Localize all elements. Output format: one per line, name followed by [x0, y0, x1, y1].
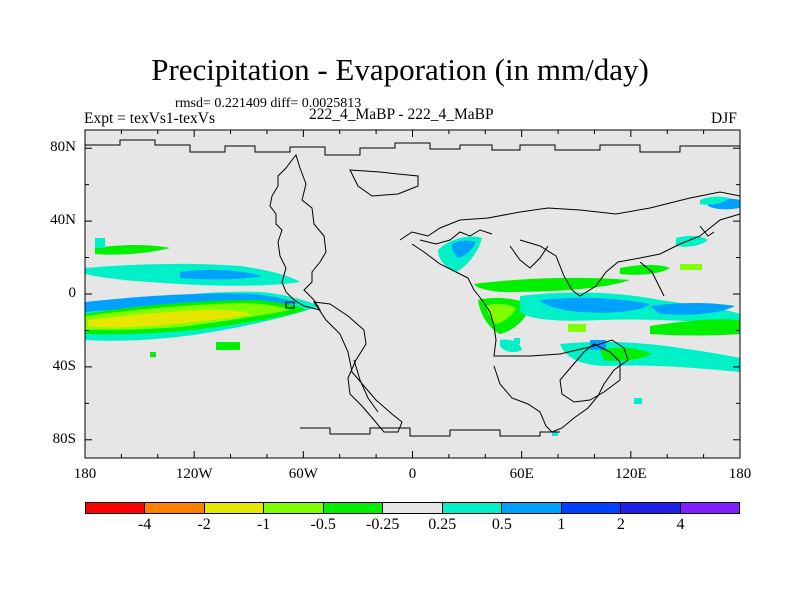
legend-label: -0.5: [310, 516, 336, 533]
mid-lat-pacific-green: [620, 265, 670, 275]
legend-swatch: [383, 503, 443, 513]
coastline-eurasia: [399, 191, 741, 241]
coastline-antarctica: [300, 427, 560, 437]
legend-label: 0.5: [491, 516, 512, 533]
coastline-south-america: [312, 301, 403, 433]
east-pacific-green: [216, 342, 240, 350]
maritime-lime: [568, 324, 586, 332]
legend-label: 4: [676, 516, 685, 533]
lon-tick-label: 60W: [288, 466, 318, 482]
ant-cyan-2: [634, 398, 642, 404]
axis-ticks: [84, 130, 741, 458]
coastline-japan: [699, 225, 715, 237]
coastline-pacific-island: [285, 301, 295, 309]
map-background: [85, 130, 740, 458]
sahel-blue: [452, 240, 476, 258]
coastlines: [85, 139, 741, 437]
equatorial-indian-blue: [540, 297, 650, 313]
coastline-greenland: [349, 169, 419, 197]
lon-tick-label: 180: [73, 466, 97, 482]
coastline-southeast-asia: [639, 261, 665, 297]
lat-tick-label: 40N: [50, 212, 76, 229]
pacific-band-yellow: [88, 310, 250, 328]
legend-label: -2: [197, 516, 211, 533]
east-pacific-tropical-lime: [680, 264, 702, 270]
south-pacific-dot: [150, 352, 156, 357]
legend-swatch: [621, 503, 681, 513]
atlantic-cyan-small: [514, 338, 520, 344]
lat-tick-label: 80S: [52, 430, 76, 447]
color-legend: [85, 502, 740, 514]
legend-swatch: [86, 503, 146, 513]
lon-tick-label: 60E: [509, 466, 534, 482]
coastline-india: [519, 213, 741, 297]
legend-swatch: [264, 503, 324, 513]
coastline-africa: [411, 243, 629, 433]
arctic-cyan-right: [700, 196, 730, 205]
legend-swatch: [442, 503, 503, 513]
lat-tick-label: 0: [68, 285, 77, 301]
north-pacific-green: [95, 245, 170, 255]
lon-tick-label: 120E: [614, 466, 647, 482]
north-west-pacific-cyan: [676, 235, 708, 247]
legend-label: 1: [557, 516, 566, 533]
anomaly-fields: [85, 196, 740, 436]
legend-swatch: [323, 503, 384, 513]
map-title: Precipitation - Evaporation (in mm/day): [151, 52, 649, 87]
tropical-africa-lime: [486, 303, 516, 324]
legend-label: 0.25: [428, 516, 457, 533]
lat-tick-label: 80N: [50, 139, 76, 156]
stats-text: rmsd= 0.221409 diff= 0.0025813: [175, 96, 362, 111]
spcz-green: [650, 319, 740, 336]
hawaii-green: [95, 238, 105, 248]
legend-label: -0.25: [366, 516, 400, 533]
legend-swatch: [561, 503, 622, 513]
legend-label: -4: [137, 516, 152, 533]
coastline-arctic: [85, 139, 740, 156]
coastline-europe: [419, 229, 493, 245]
coastline-south-america-south: [353, 359, 379, 413]
coastline-arabia: [509, 245, 549, 269]
legend-label: -1: [256, 516, 271, 533]
case-label: 222_4_MaBP - 222_4_MaBP: [309, 106, 494, 123]
coastline-australia: [559, 343, 621, 403]
coastline-north-america: [269, 153, 327, 311]
experiment-label: Expt = texVs1-texVs: [84, 110, 216, 127]
lon-tick-label: 120W: [175, 466, 213, 482]
legend-swatch: [204, 503, 265, 513]
legend-label: 2: [616, 516, 625, 533]
legend-swatch: [502, 503, 562, 513]
north-pacific-blue: [180, 269, 262, 280]
west-pacific-blue: [650, 303, 735, 315]
legend-swatch: [145, 503, 205, 513]
legend-swatch: [680, 503, 739, 513]
season-label: DJF: [711, 110, 737, 127]
lat-tick-label: 40S: [52, 357, 76, 374]
lon-tick-label: 180: [728, 466, 752, 482]
north-africa-green: [474, 277, 630, 292]
ant-cyan-1: [552, 432, 558, 436]
lon-tick-label: 0: [408, 466, 417, 482]
